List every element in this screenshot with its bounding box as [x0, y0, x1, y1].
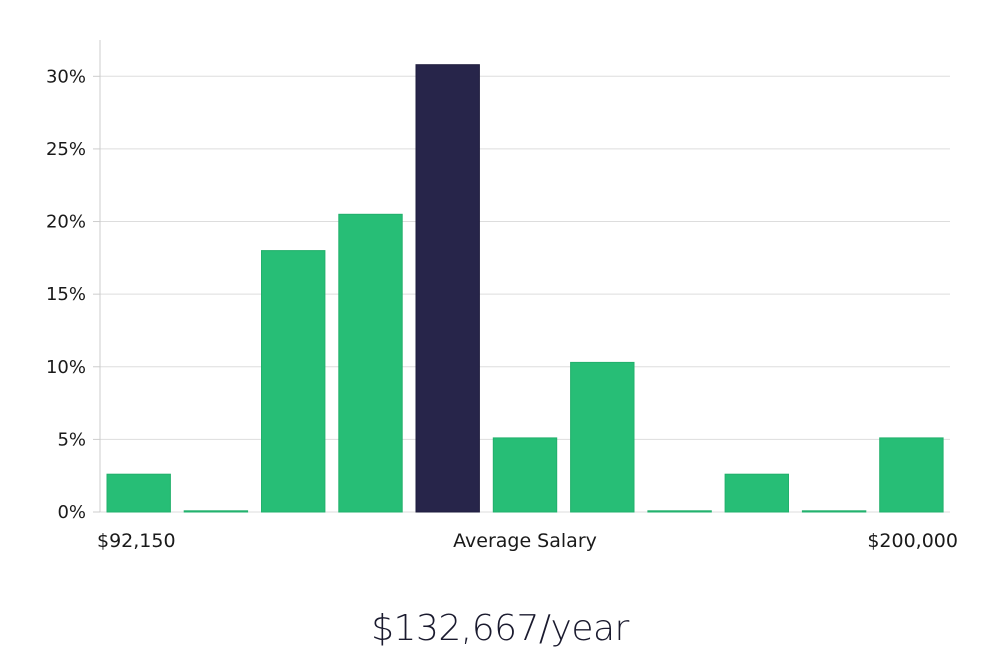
bar-average-salary [415, 64, 480, 513]
y-tick-label-0: 0% [57, 502, 86, 523]
bars [106, 64, 944, 513]
bar-8 [724, 473, 789, 513]
y-axis-ticks: 0% 5% 10% 15% 20% 25% 30% [46, 66, 100, 523]
bar-0 [106, 473, 171, 513]
gridlines [100, 75, 950, 513]
y-tick-label-15: 15% [46, 284, 86, 305]
bar-9 [801, 510, 867, 513]
y-tick-label-20: 20% [46, 212, 86, 233]
bar-2 [261, 250, 326, 513]
x-max-label: $200,000 [867, 530, 958, 552]
bar-10 [879, 437, 944, 513]
bar-3 [338, 213, 403, 513]
salary-histogram: 0% 5% 10% 15% 20% 25% 30% $92,150 Average Sala… [46, 40, 958, 552]
x-axis-title: Average Salary [453, 530, 597, 552]
bar-5 [492, 437, 558, 513]
average-salary-headline: $132,667/year [371, 608, 629, 649]
y-tick-label-30: 30% [46, 66, 86, 87]
y-tick-label-25: 25% [46, 139, 86, 160]
bar-6 [570, 361, 635, 513]
y-tick-label-10: 10% [46, 357, 86, 378]
y-tick-label-5: 5% [57, 429, 86, 450]
bar-7 [647, 510, 712, 513]
x-min-label: $92,150 [97, 530, 176, 552]
bar-1 [183, 510, 249, 513]
